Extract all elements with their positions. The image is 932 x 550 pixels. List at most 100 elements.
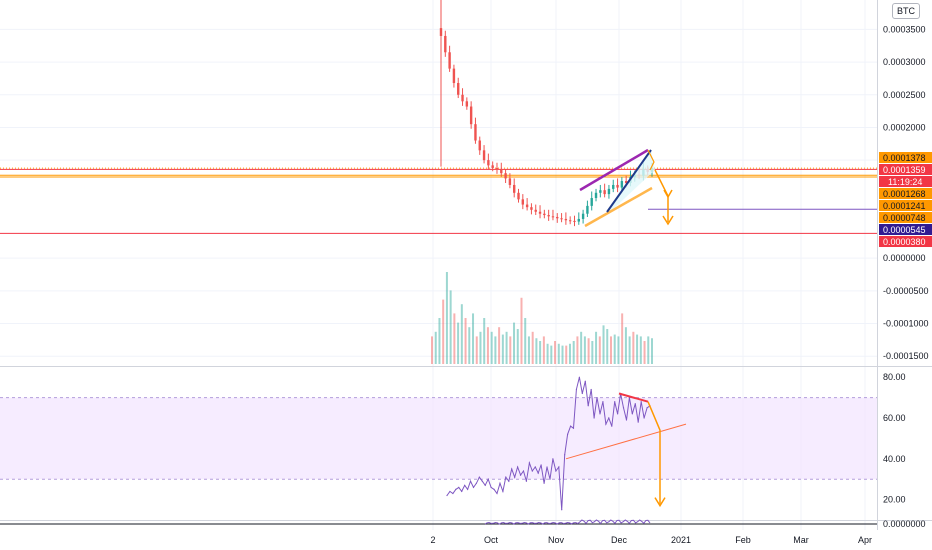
x-tick-label: Dec [611, 535, 628, 545]
rsi-point [643, 417, 645, 419]
x-tick-label: Oct [484, 535, 499, 545]
channel-line [606, 149, 652, 213]
rsi-point [587, 405, 589, 407]
rsi-point [531, 470, 533, 472]
candle-body [594, 192, 598, 199]
rsi-point [593, 417, 595, 419]
rsi-point [605, 423, 607, 425]
candle-body [452, 68, 456, 84]
rsi-point [508, 480, 510, 482]
volume-bar [572, 341, 575, 364]
rsi-point [599, 413, 601, 415]
rsi-point [505, 476, 507, 478]
candle-body [491, 165, 494, 168]
rsi-point [446, 494, 448, 497]
rsi-point [534, 466, 536, 468]
rsi-point [511, 468, 513, 470]
volume-bar [472, 313, 475, 364]
x-tick-label: Feb [735, 535, 751, 545]
rsi-point [528, 462, 530, 464]
volume-bar [438, 318, 441, 364]
y-tick-label: 0.0003500 [883, 24, 926, 34]
volume-bar [636, 334, 639, 364]
volume-bar [580, 331, 583, 364]
y-tick-label: 0.0002500 [883, 90, 926, 100]
rsi-point [458, 486, 460, 488]
volume-bar [542, 336, 545, 364]
candle-body [439, 28, 443, 36]
projection-arrow [654, 169, 669, 222]
volume-bar [442, 299, 445, 364]
x-tick-label: Mar [793, 535, 809, 545]
price-tag-label: 0.0000748 [883, 213, 926, 223]
grid-layer [0, 0, 932, 530]
volume-bar [595, 331, 598, 364]
rsi-point [608, 417, 610, 419]
candle-body [612, 184, 615, 189]
candle-body [478, 140, 481, 151]
candle-body [461, 94, 464, 102]
rsi-point [581, 392, 583, 395]
candle-body [530, 207, 533, 210]
rsi-band [0, 397, 877, 480]
wedge-lower-line [584, 186, 653, 228]
rsi-layer [446, 376, 687, 511]
volume-bar [587, 338, 590, 364]
volume-bar [479, 331, 482, 364]
candle-body [457, 83, 460, 95]
rsi-point [484, 484, 486, 486]
drawings-layer [579, 148, 674, 228]
rsi-point [617, 413, 619, 415]
volume-bar [457, 322, 460, 364]
rsi-point [546, 466, 548, 468]
rsi-point [519, 474, 522, 476]
candle-body [495, 167, 499, 170]
volume-bar [539, 341, 542, 364]
rsi-point [481, 480, 483, 482]
volume-bar [583, 336, 586, 364]
price-tag-label: 0.0000380 [883, 237, 926, 247]
volume-layer [431, 272, 653, 364]
rsi-band-layer [0, 397, 877, 480]
x-tick-label: 2021 [671, 535, 691, 545]
rsi-point [540, 464, 542, 466]
rsi-point [478, 476, 480, 478]
candle-body [465, 101, 469, 107]
volume-bar [554, 341, 557, 364]
volume-bar [617, 336, 620, 364]
rsi-point [493, 488, 495, 490]
rsi-point [452, 492, 454, 495]
y-tick-label: -0.0000500 [883, 286, 929, 296]
volume-bar [598, 336, 601, 364]
volume-bar [602, 325, 605, 364]
candle-body [603, 190, 606, 195]
osc-tick-label: 0.0000000 [883, 519, 926, 529]
currency-badge[interactable]: BTC [892, 3, 920, 19]
rsi-tick-label: 60.00 [883, 413, 906, 423]
price-tags-layer: 0.0001378 0.0001359 0.0001268 0.0001241 0.00… [879, 152, 932, 247]
volume-bar [565, 345, 568, 364]
x-tick-label: Apr [858, 535, 872, 545]
volume-bar [490, 331, 493, 364]
volume-bar [606, 329, 609, 364]
rsi-point [637, 421, 639, 423]
volume-bar [621, 313, 624, 364]
candle-body [508, 178, 512, 185]
y-tick-label: 0.0000000 [883, 253, 926, 263]
volume-bar [453, 313, 456, 364]
rsi-point [561, 509, 563, 511]
rsi-point [487, 478, 489, 480]
volume-bar [624, 327, 627, 364]
volume-bar [494, 336, 497, 364]
rsi-tick-label: 80.00 [883, 372, 906, 382]
volume-bar [516, 329, 519, 364]
projection-arrow [647, 149, 655, 171]
rsi-point [514, 476, 516, 478]
rsi-point [646, 407, 648, 409]
candle-body [474, 124, 477, 141]
volume-bar [501, 334, 504, 364]
price-tag [879, 224, 932, 235]
x-tick-label: Nov [548, 535, 565, 545]
